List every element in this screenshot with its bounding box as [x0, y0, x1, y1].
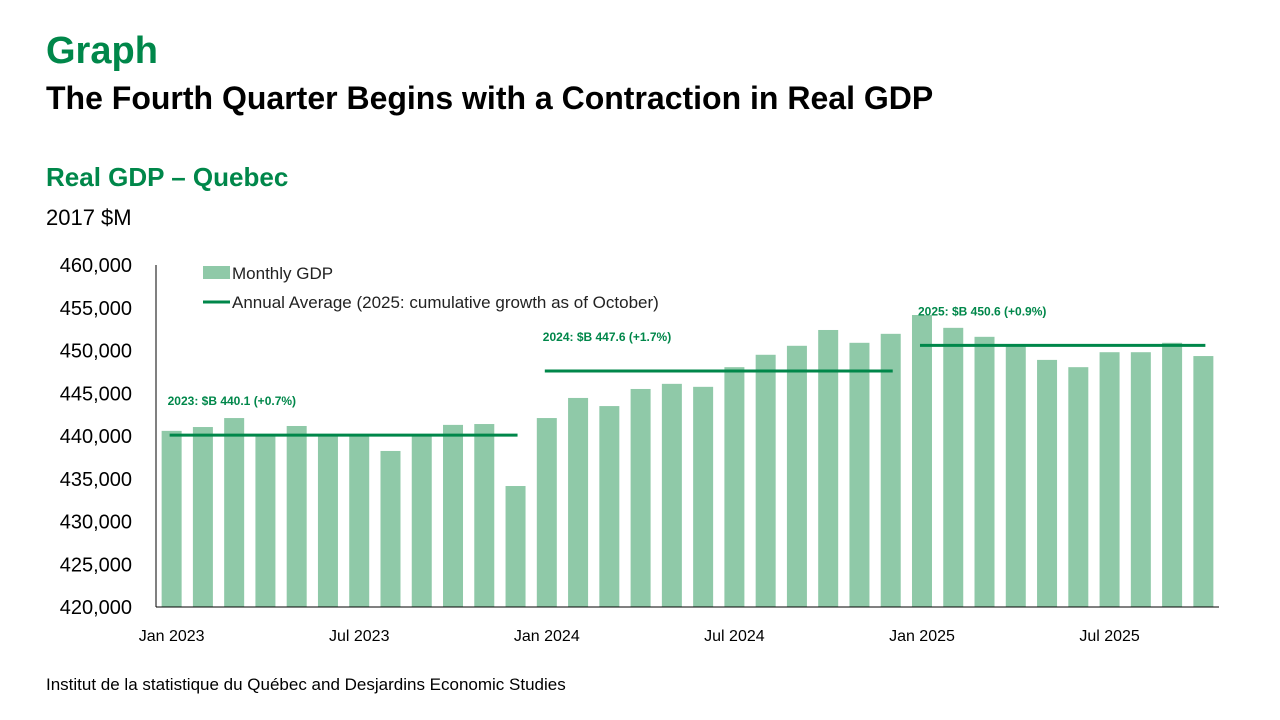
legend-label-average: Annual Average (2025: cumulative growth …: [232, 293, 659, 312]
graph-kicker: Graph: [46, 30, 158, 72]
y-tick-label: 425,000: [60, 554, 132, 576]
bar-2025-07: [1099, 352, 1120, 607]
bar-2024-08: [755, 354, 776, 607]
bar-2024-01: [536, 418, 557, 607]
x-tick-label: Jul 2024: [704, 628, 765, 645]
bar-2024-07: [724, 367, 745, 607]
y-tick-label: 450,000: [60, 341, 132, 363]
y-tick-label: 460,000: [60, 255, 132, 277]
bar-2023-03: [224, 418, 245, 607]
bar-2025-01: [911, 315, 932, 607]
bar-2025-10: [1193, 356, 1214, 607]
y-tick-label: 455,000: [60, 298, 132, 320]
y-tick-label: 440,000: [60, 426, 132, 448]
bar-2023-10: [443, 424, 464, 607]
bar-2025-06: [1068, 367, 1089, 607]
chart-title: Real GDP – Quebec: [46, 162, 289, 192]
y-tick-label: 430,000: [60, 512, 132, 534]
bar-2025-08: [1130, 352, 1151, 607]
bar-2025-05: [1037, 359, 1058, 607]
bar-2023-04: [255, 435, 276, 607]
bar-2024-06: [693, 386, 714, 607]
bar-2025-09: [1162, 342, 1183, 607]
x-tick-label: Jan 2025: [889, 628, 955, 645]
bar-2023-09: [411, 435, 432, 607]
bar-2024-05: [661, 383, 682, 607]
annual-average-label-1: 2024: $B 447.6 (+1.7%): [543, 330, 671, 344]
bar-2024-10: [818, 329, 839, 607]
source-note: Institut de la statistique du Québec and…: [46, 675, 566, 694]
bar-2024-12: [880, 333, 901, 607]
y-axis-unit: 2017 $M: [46, 205, 132, 230]
x-tick-label: Jan 2023: [139, 628, 205, 645]
legend-swatch-monthly: [203, 266, 230, 279]
bar-2023-01: [161, 430, 182, 607]
legend-label-monthly: Monthly GDP: [232, 264, 333, 283]
bar-2024-02: [568, 397, 589, 607]
y-tick-label: 445,000: [60, 383, 132, 405]
bar-2025-02: [943, 327, 964, 607]
bar-2023-07: [349, 435, 370, 607]
annual-average-label-2: 2025: $B 450.6 (+0.9%): [918, 304, 1046, 318]
annual-average-label-0: 2023: $B 440.1 (+0.7%): [168, 394, 296, 408]
x-tick-label: Jul 2023: [329, 628, 390, 645]
bar-2025-04: [1005, 345, 1026, 607]
bar-2023-08: [380, 450, 401, 607]
y-tick-label: 435,000: [60, 469, 132, 491]
bar-2023-06: [317, 435, 338, 607]
bar-2024-09: [786, 345, 807, 607]
x-tick-label: Jan 2024: [514, 628, 580, 645]
bar-2024-03: [599, 406, 620, 607]
x-tick-label: Jul 2025: [1079, 628, 1140, 645]
bar-2023-11: [474, 424, 495, 607]
bar-2024-04: [630, 388, 651, 607]
bar-2025-03: [974, 336, 995, 607]
bar-2024-11: [849, 342, 870, 607]
bar-2023-02: [192, 427, 213, 607]
page-title: The Fourth Quarter Begins with a Contrac…: [46, 80, 934, 116]
y-tick-label: 420,000: [60, 597, 132, 619]
bar-2023-05: [286, 425, 307, 607]
bar-2023-12: [505, 486, 526, 607]
